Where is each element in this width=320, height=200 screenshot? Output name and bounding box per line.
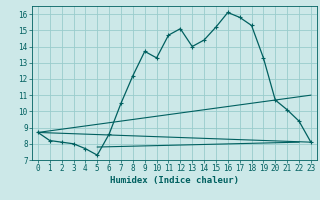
- X-axis label: Humidex (Indice chaleur): Humidex (Indice chaleur): [110, 176, 239, 185]
